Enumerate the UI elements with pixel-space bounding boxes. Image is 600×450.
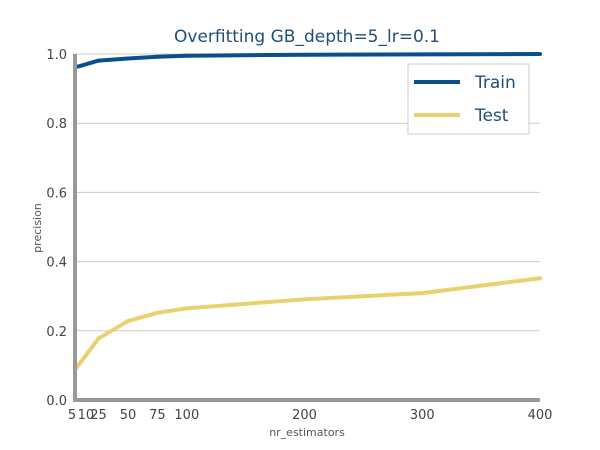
x-tick-label: 300 bbox=[410, 408, 435, 423]
data-point-train bbox=[184, 53, 189, 58]
data-point-train bbox=[125, 56, 130, 61]
y-tick-labels: 0.0 0.2 0.4 0.6 0.8 1.0 bbox=[46, 48, 67, 409]
data-point-test bbox=[78, 359, 83, 364]
y-tick-label: 0.6 bbox=[46, 186, 67, 201]
y-tick-label: 0.4 bbox=[46, 256, 67, 271]
x-tick-label: 10 bbox=[78, 408, 95, 423]
legend: Train Test bbox=[407, 63, 530, 135]
x-tick-label: 25 bbox=[90, 408, 107, 423]
x-tick-label: 50 bbox=[120, 408, 137, 423]
x-tick-label: 5 bbox=[68, 408, 76, 423]
axes bbox=[73, 54, 540, 402]
data-point-train bbox=[538, 52, 542, 56]
series-layer bbox=[73, 52, 542, 372]
y-tick-label: 0.2 bbox=[46, 325, 67, 340]
y-tick-label: 1.0 bbox=[46, 48, 67, 63]
data-point-test bbox=[302, 297, 307, 302]
chart-title: Overfitting GB_depth=5_lr=0.1 bbox=[174, 27, 440, 47]
x-tick-label: 400 bbox=[528, 408, 553, 423]
legend-label-test: Test bbox=[474, 106, 509, 126]
data-point-train bbox=[96, 58, 101, 63]
x-tick-label: 75 bbox=[149, 408, 166, 423]
legend-label-train: Train bbox=[474, 73, 516, 93]
data-point-test bbox=[96, 336, 101, 341]
y-axis-label: precision bbox=[31, 203, 44, 253]
data-point-test bbox=[420, 291, 425, 296]
data-point-test bbox=[538, 276, 542, 281]
x-tick-label: 200 bbox=[292, 408, 317, 423]
data-point-train bbox=[155, 54, 160, 59]
data-point-test bbox=[125, 319, 130, 324]
y-tick-label: 0.8 bbox=[46, 117, 67, 132]
data-point-train bbox=[78, 63, 83, 68]
legend-box bbox=[407, 63, 530, 135]
data-point-train bbox=[420, 52, 425, 57]
y-tick-label: 0.0 bbox=[46, 394, 67, 409]
data-point-train bbox=[302, 52, 307, 57]
data-point-test bbox=[155, 310, 160, 315]
x-axis-label: nr_estimators bbox=[269, 426, 345, 439]
data-point-test bbox=[184, 306, 189, 311]
series-line-test bbox=[73, 276, 541, 371]
x-tick-label: 100 bbox=[174, 408, 199, 423]
